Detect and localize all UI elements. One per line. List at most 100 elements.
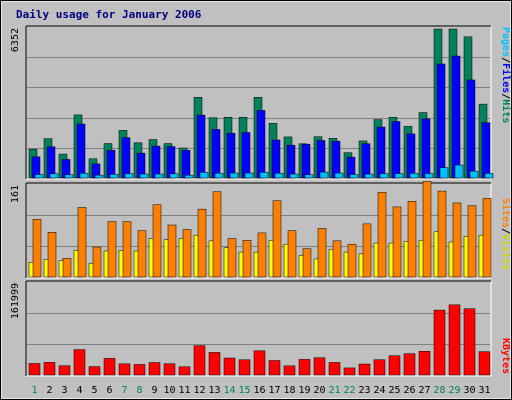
bar-sites xyxy=(467,205,477,278)
bar-sites xyxy=(242,240,252,278)
bar-kbytes xyxy=(328,362,341,376)
bar-sites xyxy=(152,204,162,278)
bar-pages xyxy=(454,164,464,179)
bar-files xyxy=(46,146,56,179)
bar-files xyxy=(406,133,416,179)
bar-sites xyxy=(182,229,192,278)
bar-kbytes xyxy=(418,350,431,376)
bar-files xyxy=(436,63,446,179)
bar-pages xyxy=(334,172,344,179)
bar-sites xyxy=(482,198,492,278)
bar-kbytes xyxy=(343,367,356,376)
bar-pages xyxy=(319,171,329,179)
bar-kbytes xyxy=(433,309,446,376)
bar-pages xyxy=(139,173,149,179)
bar-kbytes xyxy=(373,359,386,376)
bar-sites xyxy=(212,191,222,278)
x-tick-label: 6 xyxy=(106,385,112,396)
bar-pages xyxy=(79,173,89,179)
y-max-label: 6352 xyxy=(10,28,21,52)
bar-sites xyxy=(422,181,432,278)
x-tick-label: 27 xyxy=(418,385,430,396)
bar-sites xyxy=(257,232,267,278)
bar-kbytes xyxy=(88,366,101,376)
side-legends: Pages/Files/Hits Sites/Visits KBytes xyxy=(500,27,512,374)
bar-sites xyxy=(197,208,207,278)
x-tick-label: 21 xyxy=(328,385,340,396)
bar-pages xyxy=(304,174,314,179)
bar-files xyxy=(421,118,431,179)
x-tick-label: 13 xyxy=(208,385,220,396)
bar-files xyxy=(241,132,251,179)
bar-sites xyxy=(47,232,57,278)
panel-hits-files-pages: 6352 xyxy=(10,25,494,180)
bar-kbytes xyxy=(403,353,416,376)
bar-files xyxy=(451,55,461,179)
bar-files xyxy=(256,110,266,179)
bar-sites xyxy=(227,238,237,278)
bar-pages xyxy=(259,172,269,179)
bar-sites xyxy=(32,219,42,278)
bar-kbytes xyxy=(58,365,71,376)
bar-pages xyxy=(169,173,179,179)
panel-sites-visits: 161 xyxy=(10,181,492,279)
bar-files xyxy=(181,150,191,179)
x-tick-label: 4 xyxy=(76,385,82,396)
x-tick-label: 26 xyxy=(403,385,415,396)
x-tick-label: 5 xyxy=(91,385,97,396)
bar-kbytes xyxy=(133,364,146,376)
bar-kbytes xyxy=(448,304,461,376)
bar-kbytes xyxy=(148,362,161,376)
x-tick-labels: 1 2 3 4 5 6 7 8 9 10 11 12 13 14 15 16 17 18 19 20 21 22 23 24 2… xyxy=(31,385,490,396)
bar-pages xyxy=(154,173,164,179)
bar-kbytes xyxy=(73,349,86,376)
bar-files xyxy=(121,137,131,179)
bar-pages xyxy=(34,174,44,179)
x-tick-label: 10 xyxy=(163,385,175,396)
x-tick-label: 17 xyxy=(268,385,280,396)
bar-kbytes xyxy=(163,363,176,376)
bar-pages xyxy=(124,173,134,179)
bar-kbytes xyxy=(43,362,56,376)
x-tick-label: 24 xyxy=(373,385,385,396)
panel-kbytes: 161999 xyxy=(10,280,492,377)
bar-pages xyxy=(214,173,224,179)
bar-pages xyxy=(349,174,359,179)
x-tick-label: 15 xyxy=(238,385,250,396)
x-tick-label: 14 xyxy=(223,385,235,396)
bar-files xyxy=(226,132,236,179)
bar-files xyxy=(196,114,206,179)
bar-files xyxy=(301,143,311,179)
bar-kbytes xyxy=(283,365,296,376)
bar-files xyxy=(76,123,86,179)
bar-pages xyxy=(109,173,119,179)
x-tick-label: 28 xyxy=(433,385,445,396)
bar-kbytes xyxy=(178,366,191,376)
bar-kbytes xyxy=(193,345,206,376)
bar-sites xyxy=(437,190,447,278)
x-tick-label: 7 xyxy=(121,385,127,396)
x-tick-label: 25 xyxy=(388,385,400,396)
bar-files xyxy=(466,79,476,179)
chart-title: Daily usage for January 2006 xyxy=(16,8,202,21)
bar-sites xyxy=(137,230,147,278)
bar-kbytes xyxy=(298,359,311,376)
y-max-label: 161999 xyxy=(10,283,21,319)
bar-kbytes xyxy=(358,363,371,376)
bar-files xyxy=(271,139,281,179)
x-tick-label: 3 xyxy=(61,385,67,396)
bar-sites xyxy=(332,240,342,278)
x-tick-label: 8 xyxy=(136,385,142,396)
x-tick-label: 12 xyxy=(193,385,205,396)
bar-kbytes xyxy=(253,350,266,376)
bar-kbytes xyxy=(238,359,251,376)
bar-sites xyxy=(377,191,387,278)
x-tick-label: 19 xyxy=(298,385,310,396)
legend-kbytes: KBytes xyxy=(500,338,511,374)
x-tick-label: 23 xyxy=(358,385,370,396)
x-tick-label: 1 xyxy=(31,385,37,396)
bar-sites xyxy=(407,201,417,278)
chart-panels: 6352 161 161999 xyxy=(10,25,494,377)
bar-pages xyxy=(94,174,104,179)
